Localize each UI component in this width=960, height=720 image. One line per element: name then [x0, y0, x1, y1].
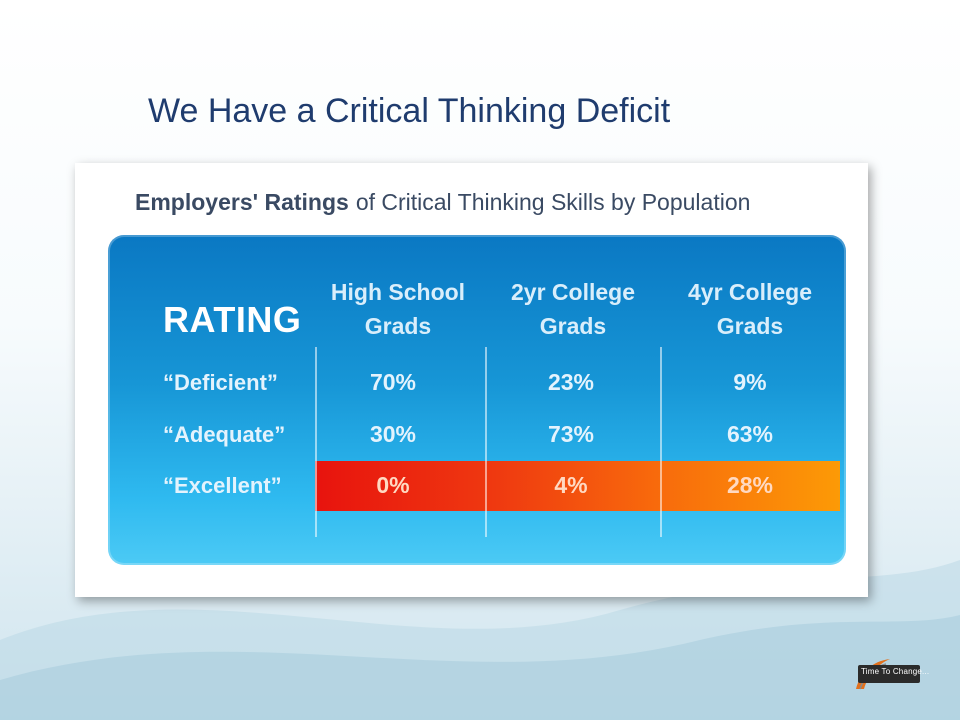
column-divider [315, 347, 317, 537]
column-divider [660, 347, 662, 537]
table-cell: 73% [547, 421, 595, 447]
background-wave [0, 560, 960, 720]
excellent-highlight-band [315, 461, 840, 511]
table-cell: 70% [369, 369, 417, 395]
column-header-high-school: High School Grads [313, 275, 483, 343]
table-cell: 63% [726, 421, 774, 447]
row-label-adequate: “Adequate” [163, 422, 286, 447]
column-header-line: High School [330, 279, 466, 305]
table-cell: 9% [733, 369, 767, 395]
column-header-line: Grads [539, 313, 607, 339]
slide-title: We Have a Critical Thinking Deficit [148, 92, 671, 130]
column-header-line: 2yr College [511, 279, 635, 305]
table-cell: 30% [369, 421, 417, 447]
chart-title-bold: Employers' Ratings [135, 189, 349, 215]
column-header-line: Grads [364, 313, 432, 339]
row-label-excellent: “Excellent” [163, 473, 282, 498]
logo-text: Time To Change... [861, 667, 930, 676]
column-divider [485, 347, 487, 537]
table-cell: 23% [547, 369, 595, 395]
chart-title: Employers' Ratings of Critical Thinking S… [135, 189, 750, 216]
column-header-4yr-college: 4yr College Grads [665, 275, 835, 343]
rating-header: RATING [163, 299, 302, 340]
column-header-2yr-college: 2yr College Grads [488, 275, 658, 343]
table-cell: 0% [376, 472, 410, 498]
column-header-line: 4yr College [688, 279, 812, 305]
ratings-panel: RATING High School Grads 2yr College Gra… [108, 235, 846, 565]
chart-card: Employers' Ratings of Critical Thinking S… [75, 163, 868, 597]
logo-box [858, 665, 920, 683]
column-header-line: Grads [716, 313, 784, 339]
table-cell: 28% [726, 472, 774, 498]
row-label-deficient: “Deficient” [163, 370, 278, 395]
chart-title-rest: of Critical Thinking Skills by Populatio… [355, 189, 751, 215]
table-cell: 4% [554, 472, 588, 498]
time-to-change-logo: Time To Change... [852, 655, 929, 691]
